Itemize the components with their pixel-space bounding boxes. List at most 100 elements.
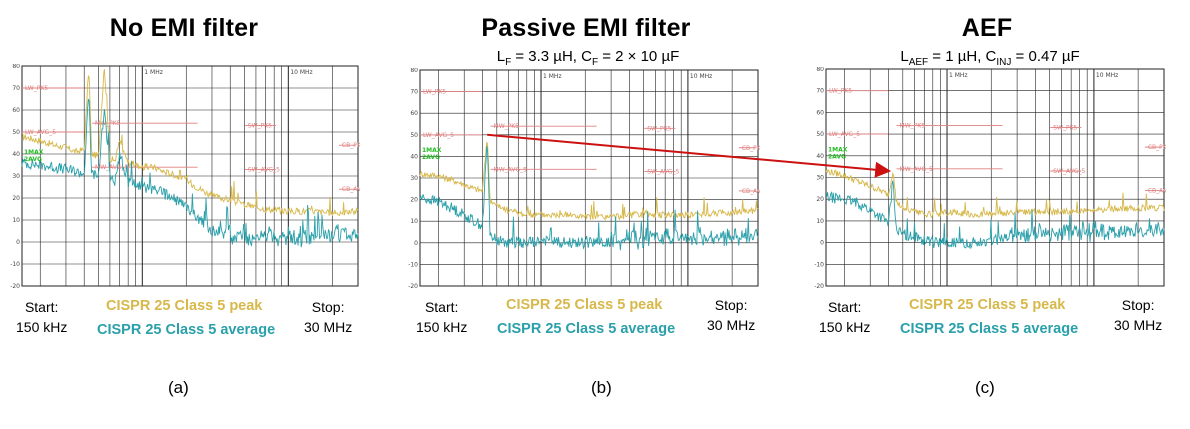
capacitance-value: = 0.47 µF [1011, 48, 1080, 65]
limit-label: CB_AVG_5 [1148, 188, 1166, 195]
arrow-line [487, 133, 892, 178]
decade-label: 10 MHz [690, 73, 712, 80]
y-tick-label: 40 [816, 153, 824, 160]
y-tick-label: -10 [408, 261, 418, 268]
start-frequency: Start: 150 kHz [16, 299, 68, 335]
panel-title: AEF [961, 14, 1013, 42]
panel-b: Passive EMI filter LF = 3.3 µH, CF = 2 ×… [396, 0, 792, 429]
y-tick-label: 60 [12, 107, 20, 114]
average-limit-legend: CISPR 25 Class 5 average [97, 322, 276, 338]
stop-frequency: Stop: 30 MHz [707, 297, 756, 333]
limit-label: LW_AVG_5 [829, 131, 860, 138]
y-tick-label: 50 [12, 129, 20, 136]
limit-label: CB_AVG_5 [742, 188, 760, 195]
y-tick-label: 80 [816, 67, 824, 73]
emi-spectrum-chart: 80 70 60 50 40 30 20 10 0 -10 -20 1 MHz 10 MHz LW_PK5… [10, 64, 360, 290]
average-limit-legend: CISPR 25 Class 5 average [900, 321, 1079, 337]
limit-label: SW_AVG_5 [647, 169, 679, 176]
limit-label: SW_AVG_5 [1053, 168, 1085, 175]
inductance-value: = 3.3 µH, C [511, 48, 592, 65]
panel-letter: (a) [168, 378, 189, 397]
average-trace [21, 98, 359, 248]
limit-label: CB_PK5 [742, 145, 760, 152]
y-tick-label: 30 [12, 173, 20, 180]
y-tick-label: 40 [12, 151, 20, 158]
y-tick-label: 50 [410, 132, 418, 139]
decade-label: 10 MHz [290, 69, 312, 76]
inductance-value: = 1 µH, C [928, 48, 997, 65]
limit-label: MW_PK5 [900, 122, 926, 129]
limit-label: MW_AVG_5 [494, 166, 528, 173]
y-tick-label: 60 [816, 109, 824, 116]
trace-marker-label: 1MAX [422, 147, 442, 154]
y-tick-label: 30 [410, 175, 418, 182]
inductance-subscript: F [505, 57, 512, 68]
y-tick-label: 70 [12, 85, 20, 92]
y-tick-label: -20 [10, 283, 20, 290]
inductance-symbol: L [900, 48, 909, 65]
limit-label: SW_PK5 [1053, 125, 1077, 132]
average-trace [825, 180, 1165, 250]
y-tick-label: 50 [816, 131, 824, 138]
limit-label: SW_AVG_5 [248, 166, 280, 173]
y-tick-label: 20 [12, 195, 20, 202]
panel-a: No EMI filter 80 70 60 50 40 30 20 10 0 -10 -20 1 M… [0, 0, 396, 429]
y-tick-label: 60 [410, 110, 418, 117]
y-tick-label: 10 [12, 217, 20, 224]
trace-marker-label: 2AVG [828, 153, 846, 160]
y-tick-label: 80 [12, 64, 20, 70]
capacitance-value: = 2 × 10 µF [598, 48, 680, 65]
limit-label: MW_PK5 [494, 123, 520, 130]
y-tick-label: 0 [414, 240, 418, 247]
limit-label: MW_AVG_5 [900, 166, 934, 173]
start-frequency: Start: 150 kHz [819, 299, 871, 335]
y-tick-label: 0 [820, 240, 824, 247]
y-tick-label: 0 [16, 239, 20, 246]
y-tick-label: -10 [814, 261, 824, 268]
stop-frequency: Stop: 30 MHz [1114, 297, 1163, 333]
panel-subtitle: LF = 3.3 µH, CF = 2 × 10 µF [390, 48, 786, 68]
trace-marker-label: 1MAX [24, 149, 44, 156]
decade-label: 1 MHz [949, 72, 968, 79]
y-tick-label: -20 [814, 283, 824, 290]
y-tick-label: -20 [408, 283, 418, 290]
decade-label: 1 MHz [543, 73, 562, 80]
y-tick-label: -10 [10, 261, 20, 268]
y-tick-label: 10 [816, 218, 824, 225]
limit-label: LW_PK5 [25, 85, 48, 92]
limit-label: SW_PK5 [647, 125, 671, 132]
y-tick-label: 80 [410, 68, 418, 74]
panel-title: Passive EMI filter [481, 14, 691, 42]
limit-label: LW_AVG_5 [423, 132, 454, 139]
panel-title: No EMI filter [109, 14, 259, 42]
limit-label: CB_PK5 [1148, 144, 1166, 151]
trace-marker-label: 2AVG [24, 156, 42, 163]
peak-limit-legend: CISPR 25 Class 5 peak [909, 297, 1066, 313]
panel-letter: (b) [591, 378, 612, 397]
y-tick-label: 70 [816, 88, 824, 95]
y-tick-label: 10 [410, 218, 418, 225]
stop-frequency: Stop: 30 MHz [304, 299, 353, 335]
emi-spectrum-chart: 80 70 60 50 40 30 20 10 0 -10 -20 1 MHz 10 MHz LW_PK5… [408, 68, 760, 290]
panel-c: AEF LAEF = 1 µH, CINJ = 0.47 µF 80 70 60 50… [792, 0, 1188, 429]
panel-letter: (c) [975, 378, 995, 397]
y-tick-label: 20 [410, 197, 418, 204]
decade-label: 1 MHz [144, 69, 163, 76]
peak-trace [22, 69, 359, 217]
capacitance-subscript: INJ [996, 57, 1012, 68]
trace-marker-label: 1MAX [828, 146, 848, 153]
limit-label: LW_AVG_5 [25, 129, 56, 136]
y-tick-label: 20 [816, 196, 824, 203]
panel-subtitle: LAEF = 1 µH, CINJ = 0.47 µF [792, 48, 1188, 68]
peak-limit-legend: CISPR 25 Class 5 peak [106, 298, 263, 314]
decade-label: 10 MHz [1096, 72, 1118, 79]
average-trace [419, 145, 759, 251]
y-tick-label: 70 [410, 89, 418, 96]
limit-label: LW_PK5 [423, 89, 446, 96]
peak-trace [825, 168, 1165, 219]
y-tick-label: 40 [410, 153, 418, 160]
peak-trace [419, 141, 759, 222]
peak-limit-legend: CISPR 25 Class 5 peak [506, 297, 663, 313]
limit-label: CB_PK5 [342, 142, 360, 149]
